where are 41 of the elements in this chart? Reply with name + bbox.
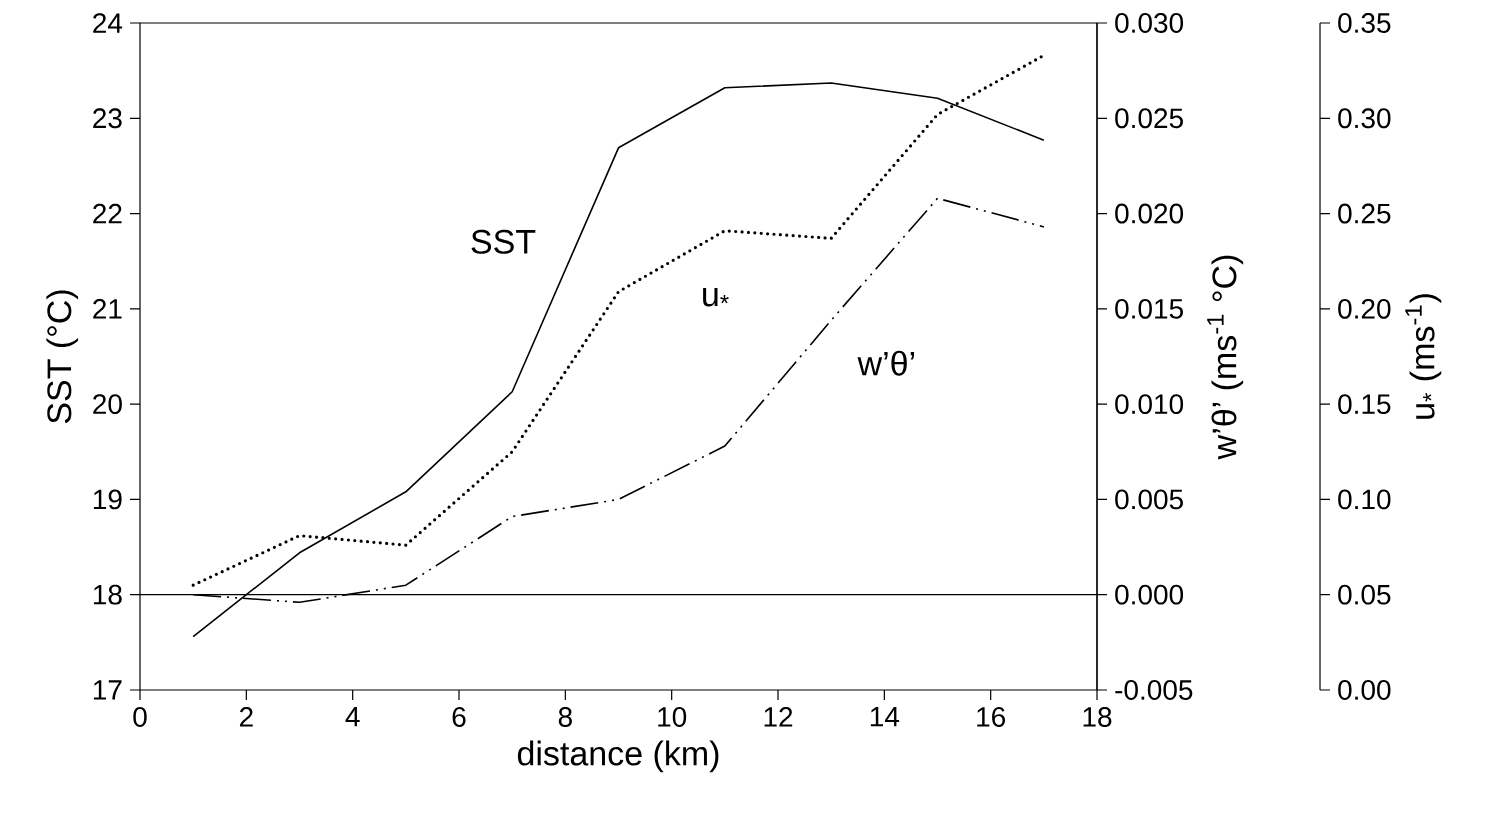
y-tick-label: 24 (93, 13, 123, 33)
y2-tick-label: 0.030 (1115, 13, 1184, 33)
y2-tick-label: -0.005 (1115, 680, 1193, 700)
y-tick-label: 21 (93, 299, 122, 319)
x-axis-title: distance (km) (517, 740, 719, 773)
x-tick-label: 2 (239, 707, 253, 727)
y3-tick-label: 0.30 (1338, 108, 1391, 129)
y-axis-title: SST (°C) (46, 290, 79, 424)
y3-tick-label: 0.15 (1338, 394, 1391, 415)
y2-tick-label: 0.015 (1115, 298, 1183, 319)
y2-tick-label: 0.020 (1115, 203, 1184, 224)
y2-tick-label: 0.000 (1115, 584, 1184, 605)
y-tick-label: 17 (93, 680, 122, 700)
x-tick-label: 0 (133, 707, 147, 727)
y-tick-label: 23 (93, 108, 122, 129)
y-tick-label: 18 (93, 584, 122, 605)
x-tick-label: 10 (658, 707, 687, 727)
y3-tick-label: 0.00 (1338, 680, 1391, 700)
x-tick-label: 14 (870, 707, 900, 727)
y3-axis-title: u$_{*}$ (ms$^{-1}$) (1405, 294, 1442, 419)
y-tick-label: 22 (93, 203, 122, 224)
x-tick-label: 6 (452, 707, 466, 727)
y2-tick-label: 0.005 (1115, 489, 1183, 510)
y3-tick-label: 0.10 (1338, 489, 1391, 510)
y3-tick-label: 0.35 (1338, 13, 1391, 33)
y3-tick-label: 0.20 (1338, 298, 1391, 319)
y-tick-label: 20 (93, 394, 122, 415)
y2-tick-label: 0.010 (1115, 394, 1184, 415)
x-tick-label: 16 (977, 707, 1006, 727)
series-label: w’θ’ (857, 350, 915, 376)
y2-tick-label: 0.025 (1115, 108, 1183, 129)
x-tick-label: 8 (558, 707, 572, 727)
y2-axis-title: w’θ’ (ms$^{-1}$ °C) (1207, 255, 1244, 460)
x-tick-label: 18 (1083, 707, 1112, 727)
series-label: u$_{*}$ (703, 288, 729, 307)
y3-tick-label: 0.05 (1338, 584, 1391, 605)
x-tick-label: 4 (345, 707, 360, 727)
y3-tick-label: 0.25 (1338, 203, 1391, 224)
series-label: SST (471, 229, 536, 254)
x-tick-label: 12 (764, 707, 793, 727)
y-tick-label: 19 (93, 489, 122, 510)
